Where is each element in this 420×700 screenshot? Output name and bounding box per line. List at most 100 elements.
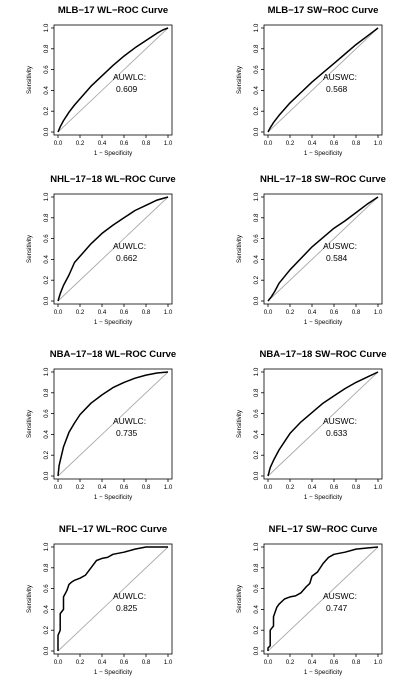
y-tick-label: 1.0 (253, 192, 260, 201)
auc-value: 0.662 (116, 253, 138, 263)
y-axis-label: Sensitivity (26, 409, 33, 438)
y-tick-label: 0.2 (253, 450, 260, 459)
auc-label: AUSWC: (323, 416, 357, 426)
y-tick-label: 0.8 (253, 44, 260, 53)
y-tick-label: 1.0 (43, 542, 50, 551)
diagonal-reference-line (57, 196, 169, 302)
diagonal-reference-line (267, 27, 379, 133)
y-tick-label: 0.0 (253, 127, 260, 136)
x-tick-label: 0.4 (308, 140, 317, 147)
y-tick-label: 1.0 (253, 23, 260, 32)
diagonal-reference-line (267, 546, 379, 652)
x-tick-label: 0.6 (330, 309, 339, 316)
auc-value: 0.747 (326, 603, 348, 613)
x-tick-label: 0.0 (54, 140, 63, 147)
diagonal-reference-line (57, 371, 169, 477)
roc-panel: MLB−17 SW−ROC Curve 0.0 0.2 0.4 0.6 0.8 1.0 0.0… (236, 5, 383, 157)
y-tick-label: 0.4 (253, 255, 260, 264)
y-tick-label: 1.0 (43, 23, 50, 32)
plot-frame (263, 543, 383, 655)
chart-title: NHL−17−18 SW−ROC Curve (260, 174, 386, 185)
y-tick-label: 1.0 (43, 367, 50, 376)
roc-curve-line (267, 196, 379, 302)
x-tick-label: 0.4 (308, 484, 317, 491)
x-tick-label: 0.8 (352, 484, 361, 491)
x-tick-label: 0.0 (54, 659, 63, 666)
roc-panel: NBA−17−18 SW−ROC Curve 0.0 0.2 0.4 0.6 0.8 1.0… (236, 349, 386, 501)
chart-title: NBA−17−18 WL−ROC Curve (50, 349, 176, 360)
roc-panel: MLB−17 WL−ROC Curve 0.0 0.2 0.4 0.6 0.8 1.0 0.0… (26, 5, 173, 157)
roc-curve-line (57, 196, 169, 302)
roc-panel: NFL−17 WL−ROC Curve 0.0 0.2 0.4 0.6 0.8 1.0 0.0… (26, 524, 173, 676)
y-tick-label: 0.6 (253, 234, 260, 243)
x-tick-label: 0.4 (98, 659, 107, 666)
y-tick-label: 0.0 (253, 646, 260, 655)
y-tick-label: 0.8 (253, 388, 260, 397)
y-tick-label: 0.6 (43, 584, 50, 593)
plot-frame (263, 24, 383, 136)
diagonal-reference-line (57, 27, 169, 133)
y-tick-label: 0.0 (253, 471, 260, 480)
y-axis-label: Sensitivity (26, 234, 33, 263)
x-tick-label: 1.0 (374, 484, 383, 491)
x-tick-label: 0.4 (308, 309, 317, 316)
diagonal-reference-line (267, 371, 379, 477)
y-tick-label: 0.4 (253, 430, 260, 439)
x-tick-label: 1.0 (374, 309, 383, 316)
auc-label: AUWLC: (113, 416, 146, 426)
y-tick-label: 0.0 (253, 296, 260, 305)
y-tick-label: 0.2 (43, 275, 50, 284)
y-tick-label: 0.4 (43, 86, 50, 95)
chart-title: MLB−17 SW−ROC Curve (268, 5, 379, 16)
auc-value: 0.584 (326, 253, 348, 263)
plot-frame (53, 24, 173, 136)
x-tick-label: 0.0 (264, 484, 273, 491)
x-tick-label: 0.4 (98, 309, 107, 316)
y-tick-label: 0.2 (253, 625, 260, 634)
roc-panel: NHL−17−18 SW−ROC Curve 0.0 0.2 0.4 0.6 0.8 1.0… (236, 174, 386, 326)
y-axis-label: Sensitivity (236, 65, 243, 94)
roc-curve-line (267, 27, 379, 133)
y-tick-label: 0.6 (43, 234, 50, 243)
x-tick-label: 0.2 (76, 484, 85, 491)
x-tick-label: 0.0 (264, 140, 273, 147)
plot-frame (263, 193, 383, 305)
diagonal-reference-line (267, 196, 379, 302)
y-tick-label: 0.2 (43, 625, 50, 634)
x-tick-label: 1.0 (374, 140, 383, 147)
y-tick-label: 0.6 (253, 409, 260, 418)
x-tick-label: 1.0 (374, 659, 383, 666)
x-axis-label: 1 − Specificity (94, 494, 133, 501)
x-axis-label: 1 − Specificity (94, 669, 133, 676)
x-tick-label: 0.2 (286, 484, 295, 491)
roc-curve-line (267, 546, 379, 651)
auc-label: AUWLC: (113, 591, 146, 601)
y-tick-label: 0.6 (253, 65, 260, 74)
y-tick-label: 0.0 (43, 296, 50, 305)
x-tick-label: 0.8 (142, 659, 151, 666)
roc-curve-line (57, 546, 168, 651)
x-tick-label: 1.0 (164, 309, 173, 316)
y-axis-label: Sensitivity (26, 65, 33, 94)
roc-panel: NHL−17−18 WL−ROC Curve 0.0 0.2 0.4 0.6 0.8 1.0… (26, 174, 176, 326)
x-tick-label: 1.0 (164, 659, 173, 666)
y-tick-label: 0.4 (43, 605, 50, 614)
x-axis-label: 1 − Specificity (94, 150, 133, 157)
y-tick-label: 0.4 (253, 86, 260, 95)
x-tick-label: 0.2 (286, 659, 295, 666)
y-tick-label: 0.2 (253, 275, 260, 284)
x-tick-label: 0.2 (286, 140, 295, 147)
y-tick-label: 0.6 (43, 409, 50, 418)
y-tick-label: 1.0 (253, 367, 260, 376)
x-tick-label: 0.0 (54, 309, 63, 316)
auc-value: 0.735 (116, 428, 138, 438)
y-tick-label: 0.8 (43, 213, 50, 222)
x-tick-label: 0.2 (286, 309, 295, 316)
x-tick-label: 1.0 (164, 140, 173, 147)
y-tick-label: 0.4 (43, 430, 50, 439)
x-tick-label: 0.2 (76, 309, 85, 316)
auc-value: 0.609 (116, 84, 138, 94)
roc-curve-line (57, 27, 169, 133)
y-axis-label: Sensitivity (236, 234, 243, 263)
x-tick-label: 0.8 (352, 309, 361, 316)
